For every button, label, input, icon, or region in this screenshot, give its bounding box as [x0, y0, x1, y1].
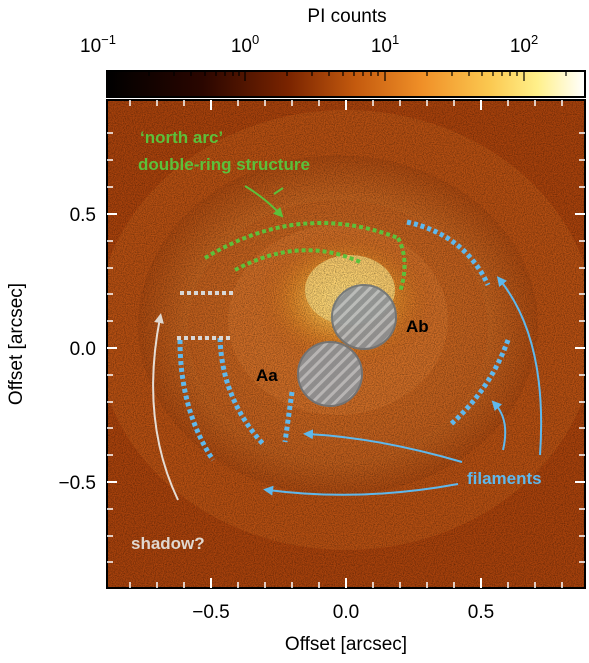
star-aa-disk — [297, 341, 363, 407]
colorbar-tick-labels: 10−1 100 101 102 — [80, 32, 538, 57]
colorbar-tick-2: 100 — [231, 32, 259, 57]
y-tick-label-3: −0.5 — [58, 473, 96, 494]
colorbar-ticks — [106, 71, 567, 81]
north-arc-label-line1: ‘north arc’ — [140, 128, 223, 147]
north-arc-arrow — [244, 185, 284, 218]
filament-arrow-2 — [491, 400, 507, 451]
y-tick-label-2: 0.0 — [70, 339, 96, 360]
axis-minor-ticks — [107, 100, 585, 588]
shadow-arrow — [152, 313, 179, 501]
filament-arrow-4 — [263, 483, 459, 496]
star-ab-label: Ab — [406, 317, 429, 336]
filaments-label: filaments — [467, 469, 542, 488]
filament-arrow-3 — [303, 429, 463, 463]
filament-inner — [282, 391, 295, 443]
colorbar-tick-4: 102 — [510, 32, 538, 57]
y-axis-label: Offset [arcsec] — [6, 283, 27, 405]
shadow-label: shadow? — [131, 534, 205, 553]
north-arc-label-line2: double-ring structure — [138, 155, 310, 174]
filament-lower-right — [448, 339, 511, 427]
star-ab-disk — [331, 284, 397, 350]
shadow-lines — [177, 291, 236, 340]
x-tick-label-3: 0.5 — [468, 602, 494, 623]
filament-middle-left — [217, 337, 266, 447]
colorbar-label: PI counts — [307, 6, 386, 27]
axis-ticks — [107, 100, 585, 588]
x-tick-label-1: −0.5 — [192, 602, 230, 623]
north-arc-rings — [203, 220, 407, 293]
filament-arrow-1 — [496, 276, 543, 456]
colorbar — [106, 70, 586, 98]
y-tick-label-1: 0.5 — [70, 205, 96, 226]
colorbar-tick-3: 101 — [371, 32, 399, 57]
north-arc-outer — [203, 220, 399, 260]
filament-arcs — [177, 219, 511, 462]
x-axis-label: Offset [arcsec] — [285, 634, 407, 655]
filament-left — [177, 339, 216, 462]
star-aa-label: Aa — [256, 366, 278, 385]
colorbar-tick-1: 10−1 — [80, 32, 116, 57]
x-tick-label-2: 0.0 — [333, 602, 359, 623]
image-panel: ‘north arc’ double-ring structure Ab Aa … — [107, 100, 585, 588]
